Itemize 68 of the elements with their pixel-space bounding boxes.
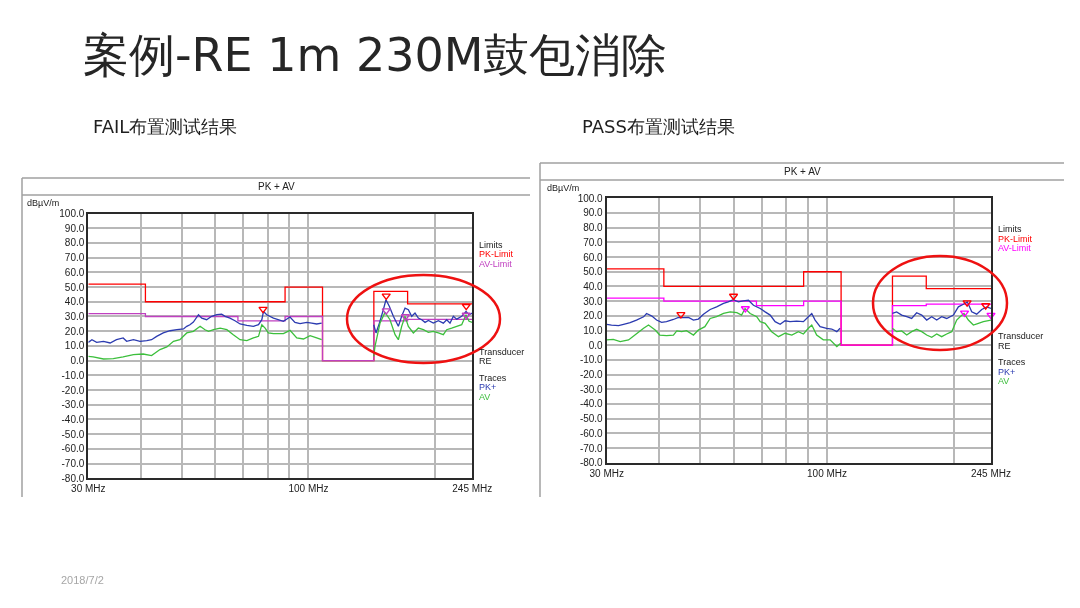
y-tick-label: 30.0 [583,295,604,307]
y-axis-title: dBµV/m [27,198,60,208]
text: Limits [998,224,1022,234]
text: PK-Limit [479,249,514,259]
y-tick-label: -70.0 [61,458,85,470]
y-axis-title: dBµV/m [547,183,580,193]
y-tick-label: 0.0 [588,339,604,351]
y-tick-label: 60.0 [583,251,604,263]
y-tick-label: 70.0 [64,252,85,264]
x-tick-label: 245 MHz [970,467,1012,479]
x-tick-label: 100 MHz [807,467,848,479]
x-tick-label: 100 MHz [288,483,329,495]
y-tick-label: -80.0 [61,472,85,484]
chart-title: PASS布置测试结果 [582,116,735,137]
text: Transducer [479,347,525,357]
text: 2018/7/2 [61,574,104,586]
y-tick-label: 40.0 [583,280,604,292]
y-tick-label: -10.0 [61,369,85,381]
y-tick-label: -30.0 [579,383,604,395]
y-tick-label: 100.0 [577,192,604,204]
y-tick-label: -40.0 [61,413,85,425]
y-tick-label: 60.0 [64,266,85,278]
text: Traces [998,357,1026,367]
text: Limits [479,240,503,250]
y-tick-label: -20.0 [61,384,85,396]
y-tick-label: -80.0 [579,457,604,469]
y-tick-label: 10.0 [583,325,604,336]
x-tick-label: 30 MHz [589,467,624,479]
text: AV [479,392,491,402]
y-tick-label: -60.0 [61,443,85,455]
y-tick-label: 90.0 [583,207,604,219]
text: AV-Limit [479,259,513,269]
text: Traces [479,373,507,383]
y-tick-label: 20.0 [583,310,604,322]
text: Transducer [998,331,1044,341]
text: RE [479,356,492,366]
y-tick-label: -40.0 [579,398,604,410]
text: PK-Limit [998,234,1033,244]
y-tick-label: 90.0 [64,222,85,234]
text: AV-Limit [998,243,1032,253]
y-tick-label: 50.0 [583,266,604,278]
y-tick-label: -50.0 [61,428,85,440]
chart-subtitle: PK + AV [258,181,296,192]
y-tick-label: 70.0 [583,236,604,248]
y-tick-label: 30.0 [64,310,85,322]
y-tick-label: -50.0 [579,413,604,425]
chart-subtitle: PK + AV [784,166,822,177]
y-tick-label: 80.0 [64,237,85,249]
y-tick-label: 20.0 [64,325,85,337]
text: RE [998,341,1011,351]
y-tick-label: -10.0 [579,354,604,366]
text: AV [998,376,1010,386]
x-tick-label: 245 MHz [452,483,493,495]
y-tick-label: 80.0 [583,222,604,234]
y-tick-label: 10.0 [64,340,85,352]
text: PK+ [998,367,1016,377]
text: 案例-RE 1m 230M鼓包消除 [83,28,668,82]
y-tick-label: 40.0 [64,296,85,308]
text: PK+ [479,382,497,392]
y-tick-label: -60.0 [579,427,604,439]
y-tick-label: -30.0 [61,399,85,411]
y-tick-label: -20.0 [579,369,604,381]
y-tick-label: -70.0 [579,442,604,454]
y-tick-label: 50.0 [64,281,85,293]
y-tick-label: 100.0 [59,208,85,219]
chart-title: FAIL布置测试结果 [93,116,238,137]
y-tick-label: 0.0 [70,355,85,367]
x-tick-label: 30 MHz [71,483,106,495]
